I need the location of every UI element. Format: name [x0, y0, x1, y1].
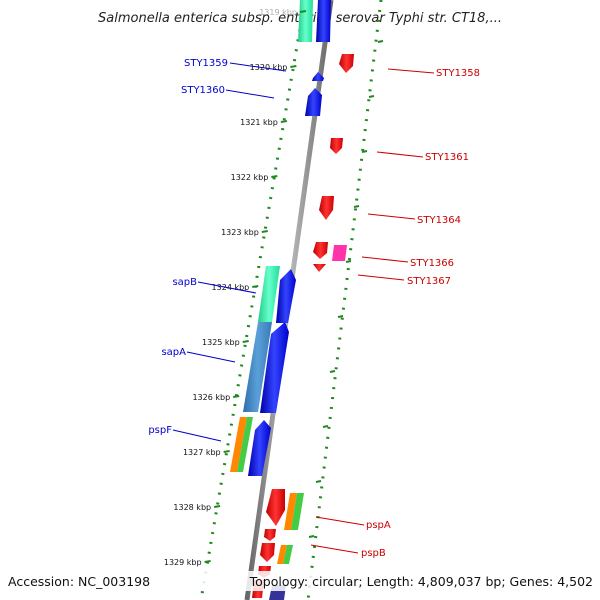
- kbp-tick-label: 1321 kbp: [240, 118, 278, 127]
- inner-dotted-track: [199, 0, 307, 600]
- gene-forward-pspF-blue: [248, 420, 271, 476]
- kbp-tick-mark: [252, 285, 259, 288]
- kbp-tick-label: 1322 kbp: [231, 173, 269, 182]
- reverse-labels: STY1358 STY1361 STY1364 STY1366 STY1367 …: [310, 68, 480, 559]
- footer-summary: Topology: circular; Length: 4,809,037 bp…: [249, 574, 593, 589]
- outer-dotted-track: [306, 0, 383, 600]
- gene-reverse-sty1366: [313, 242, 328, 259]
- label-sty1360: STY1360: [181, 85, 225, 96]
- kbp-tick-mark: [213, 505, 221, 508]
- kbp-tick-label: 1320 kbp: [250, 63, 288, 72]
- gene-forward-top-blue: [316, 0, 331, 42]
- kbp-tick-mark: [261, 230, 268, 233]
- gene-reverse-sty1367: [313, 264, 326, 272]
- kbp-tick-label: 1323 kbp: [221, 228, 259, 237]
- feature-sapA-steelblue: [243, 322, 272, 412]
- kbp-tick-label: 1329 kbp: [164, 558, 202, 567]
- label-sty1364: STY1364: [417, 215, 461, 226]
- kbp-tick-mark: [290, 65, 297, 68]
- label-pspB: pspB: [361, 548, 386, 559]
- gene-reverse-sty1358: [339, 54, 354, 73]
- kbp-tick-label: 1325 kbp: [202, 338, 240, 347]
- feature-pspF-green: [237, 417, 253, 472]
- kbp-tick-mark: [204, 560, 211, 563]
- kbp-tick-label: 1319 kbp: [259, 8, 297, 17]
- gene-reverse-sty1364: [319, 196, 334, 220]
- feature-pspB-orange: [277, 545, 287, 564]
- gene-forward-sapA-blue: [260, 322, 289, 413]
- feature-pspF-orange: [230, 417, 247, 472]
- gene-reverse-sty1361: [330, 138, 343, 154]
- label-pspA: pspA: [366, 520, 391, 531]
- label-sapA: sapA: [161, 347, 186, 358]
- kbp-tick-label: 1327 kbp: [183, 448, 221, 457]
- gene-reverse-pspB: [260, 543, 275, 562]
- kbp-tick-mark: [299, 10, 307, 13]
- forward-labels: STY1359 STY1360 sapB sapA pspF: [148, 58, 287, 442]
- label-pspF: pspF: [148, 425, 172, 436]
- feature-sty1366-magenta: [332, 245, 347, 261]
- gene-reverse-small-1: [264, 529, 276, 541]
- footer-background: [0, 571, 600, 591]
- feature-pspA-green: [291, 493, 304, 530]
- label-sapB: sapB: [172, 277, 197, 288]
- feature-sapB-teal: [258, 266, 280, 322]
- gene-forward-top-teal: [298, 0, 313, 42]
- kbp-tick-mark: [242, 340, 249, 343]
- kbp-tick-label: 1328 kbp: [173, 503, 211, 512]
- gene-forward-sty1360: [305, 88, 322, 116]
- label-sty1366: STY1366: [410, 258, 454, 269]
- feature-pspB-green: [283, 545, 293, 564]
- outer-track-ticks: [308, 40, 384, 538]
- label-sty1359: STY1359: [184, 58, 228, 69]
- kbp-tick-mark: [233, 395, 240, 398]
- gene-forward-sapB-blue: [276, 269, 296, 323]
- gene-forward-sty1359: [312, 72, 324, 81]
- kbp-tick-mark: [271, 175, 278, 178]
- kbp-tick-label: 1324 kbp: [212, 283, 250, 292]
- kbp-scale: 1319 kbp 1320 kbp 1321 kbp 1322 kbp 1323 kbp…: [164, 8, 307, 567]
- label-sty1361: STY1361: [425, 152, 469, 163]
- footer-accession: Accession: NC_003198: [8, 574, 150, 589]
- kbp-tick-label: 1326 kbp: [192, 393, 230, 402]
- kbp-tick-mark: [223, 450, 230, 453]
- feature-pspA-orange: [284, 493, 297, 530]
- gene-reverse-pspA: [266, 489, 285, 526]
- label-sty1367: STY1367: [407, 276, 451, 287]
- kbp-tick-mark: [280, 120, 288, 123]
- label-sty1358: STY1358: [436, 68, 480, 79]
